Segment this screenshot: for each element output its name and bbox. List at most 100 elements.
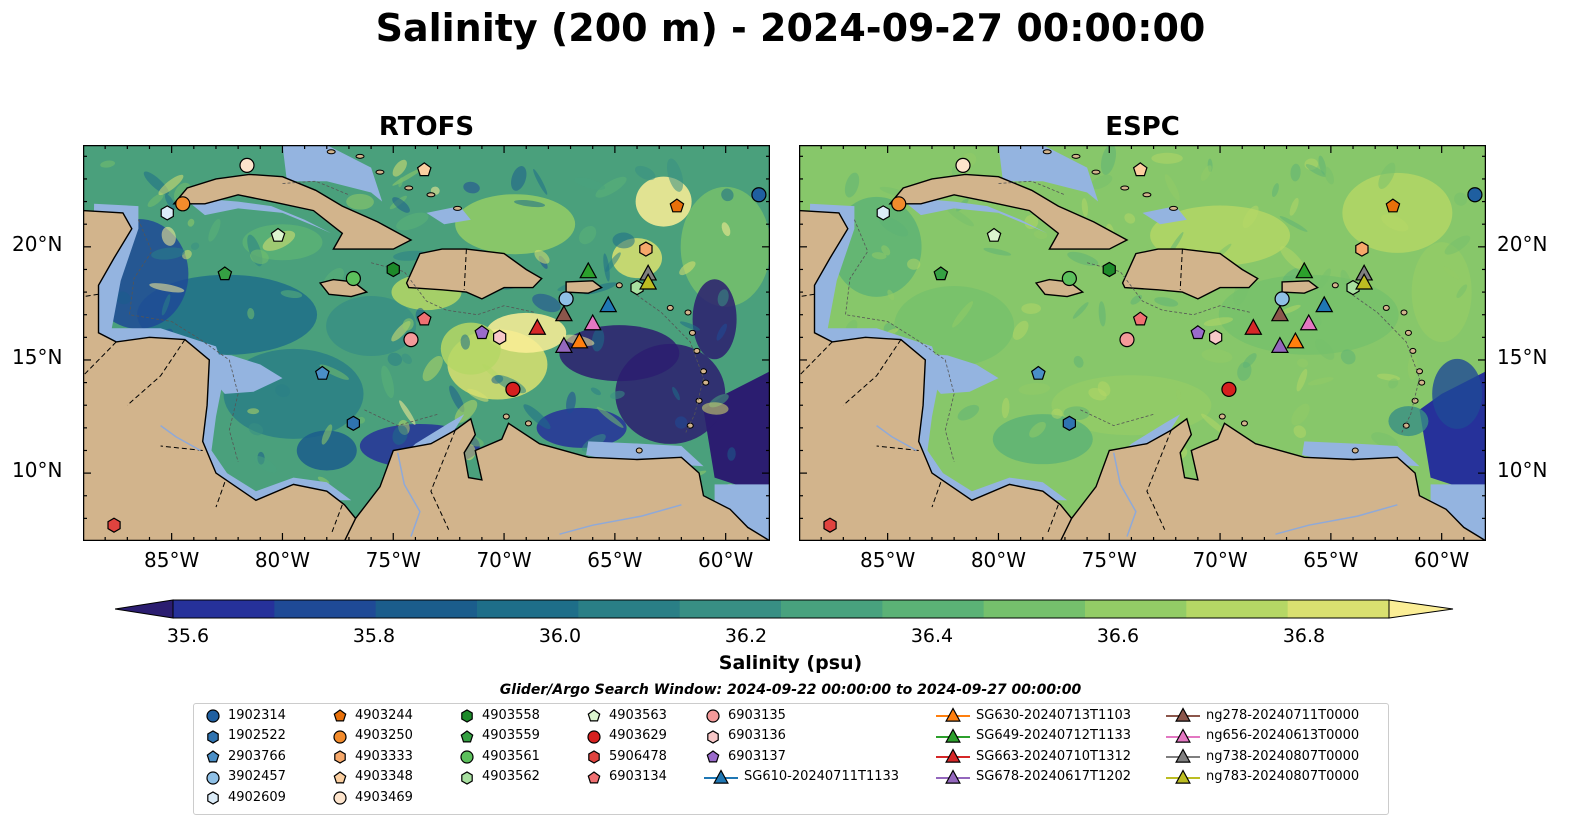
salinity-filament [579, 225, 597, 245]
salinity-filament [161, 226, 176, 246]
salinity-patch [1201, 413, 1228, 436]
map-marker-triangle [554, 336, 573, 353]
map-marker-circle [1467, 187, 1483, 203]
river [160, 424, 201, 452]
legend-label: ng783-20240807T0000 [1206, 769, 1360, 785]
lon-label-rtofs-3: 70°W [476, 548, 532, 572]
salinity-filament [721, 188, 734, 202]
salinity-filament [422, 355, 443, 382]
map-marker-circle [239, 157, 255, 173]
small-island [426, 192, 436, 198]
map-marker-triangle [1286, 331, 1305, 349]
lon-label-espc-2: 75°W [1081, 548, 1137, 572]
salinity-filament [716, 323, 727, 341]
legend-item: ng783-20240807T0000 [1166, 768, 1359, 786]
search-window-note: Glider/Argo Search Window: 2024-09-22 00… [499, 682, 1082, 698]
shallow-shelf [1430, 484, 1486, 541]
legend-marker-hexagon [207, 729, 219, 744]
map-marker-pentagon [1132, 311, 1148, 326]
legend-marker [587, 709, 601, 722]
salinity-patch [1242, 205, 1259, 229]
land-puerto-rico [565, 280, 603, 294]
legend: 1902314 1902522 2903766 3902457 4902609 49032… [193, 703, 1389, 815]
legend-marker [936, 707, 970, 722]
salinity-filament [280, 290, 303, 299]
legend-item: 4903561 [458, 747, 540, 765]
country-border [83, 341, 117, 377]
salinity-patch [1289, 197, 1299, 216]
legend-label: 5906478 [609, 748, 667, 764]
small-island [502, 413, 510, 420]
colorbar [115, 599, 1454, 619]
salinity-patch [946, 207, 974, 227]
lon-label-espc-0: 85°W [860, 548, 916, 572]
map-marker-hexagon [160, 205, 174, 221]
small-island [702, 379, 710, 386]
legend-item: SG610-20240711T1133 [704, 768, 899, 786]
small-island [404, 185, 414, 191]
salinity-patch [1154, 297, 1179, 307]
legend-label: ng738-20240807T0000 [1206, 748, 1360, 764]
legend-marker [936, 727, 970, 743]
map-marker-hexagon [493, 329, 507, 345]
map-rtofs [83, 145, 770, 541]
land-puerto-rico [1281, 280, 1319, 294]
map-marker-triangle [1355, 273, 1374, 290]
map-marker-triangle [1270, 304, 1289, 322]
small-island [1240, 420, 1248, 427]
isobath-contour [364, 409, 438, 427]
legend-marker [1166, 707, 1200, 722]
country-border [799, 293, 815, 298]
small-island [1418, 379, 1426, 386]
salinity-filament [672, 386, 680, 401]
salinity-patch [1293, 425, 1307, 439]
legend-marker-pentagon [587, 771, 601, 784]
salinity-patch [1456, 284, 1468, 299]
isobath-contour [845, 219, 955, 462]
legend-label: 4902609 [228, 789, 286, 805]
country-border [463, 249, 467, 290]
salinity-patch [1200, 165, 1212, 181]
salinity-patch [1318, 268, 1331, 289]
small-island [688, 329, 696, 336]
salinity-patch [844, 172, 860, 198]
legend-label: 6903135 [728, 707, 786, 723]
country-border [160, 445, 203, 451]
isobath-contour [998, 180, 1066, 196]
legend-item: ng656-20240613T0000 [1166, 727, 1359, 745]
map-marker-pentagon [1132, 162, 1148, 177]
salinity-filament [534, 249, 550, 264]
salinity-filament [514, 199, 546, 208]
small-island [1218, 413, 1226, 420]
isobath-contour [282, 180, 350, 196]
map-marker-pentagon [669, 198, 685, 213]
map-marker-circle [345, 270, 361, 287]
lon-label-espc-4: 65°W [1303, 548, 1359, 572]
shallow-shelf [714, 484, 770, 541]
country-border [126, 339, 186, 406]
river [1275, 504, 1398, 535]
legend-label: SG649-20240712T1133 [976, 728, 1132, 744]
legend-item: 1902522 [204, 727, 286, 745]
colorbar-segment [173, 600, 275, 618]
salinity-patch [1444, 235, 1471, 255]
legend-marker-pentagon [706, 750, 720, 763]
salinity-patch [1090, 174, 1113, 190]
map-marker-circle [1221, 381, 1237, 397]
salinity-patch [1164, 174, 1180, 201]
salinity-patch [1072, 302, 1089, 319]
isobath-contour [1348, 291, 1420, 433]
salinity-filament [590, 387, 601, 396]
small-island [615, 282, 623, 289]
salinity-filament [463, 181, 480, 194]
legend-marker [206, 750, 220, 763]
legend-label: 1902314 [228, 707, 286, 723]
legend-item: 4903333 [331, 747, 413, 765]
colorbar-segment [1085, 600, 1187, 618]
legend-item: 4902609 [204, 788, 286, 806]
small-island [1331, 282, 1339, 289]
colorbar-extend-max [1388, 599, 1454, 619]
legend-item: 4903558 [458, 706, 540, 724]
figure-title: Salinity (200 m) - 2024-09-27 00:00:00 [375, 6, 1206, 50]
salinity-filament [387, 352, 403, 366]
